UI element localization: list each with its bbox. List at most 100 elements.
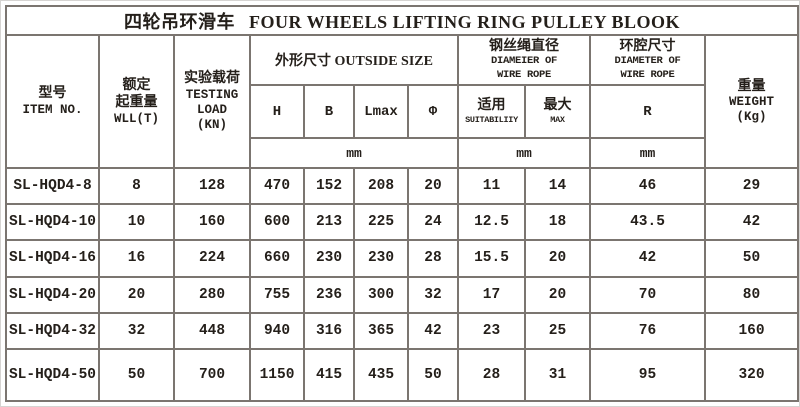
col-header-suitable: 适用 SUITABILIIY bbox=[457, 84, 526, 139]
cell-h: 940 bbox=[249, 311, 305, 350]
col-header-b: B bbox=[303, 84, 355, 139]
cell-item: SL-HQD4-32 bbox=[5, 311, 100, 350]
header-row-units: mm mm mm bbox=[6, 137, 798, 169]
col-group-ring-diameter: 环腔尺寸 DIAMETER OF WIRE ROPE bbox=[589, 34, 706, 86]
cell-h: 1150 bbox=[249, 347, 305, 403]
cell-lmax: 230 bbox=[353, 239, 409, 278]
cell-testing: 224 bbox=[173, 239, 251, 278]
cell-wll: 50 bbox=[98, 347, 175, 403]
table-row: SL-HQD4-50 50 700 1150 415 435 50 28 31 … bbox=[5, 347, 799, 403]
table-row: SL-HQD4-16 16 224 660 230 230 28 15.5 20… bbox=[5, 239, 799, 278]
cell-suitable: 15.5 bbox=[457, 239, 526, 278]
cell-max: 25 bbox=[524, 311, 591, 350]
cell-max: 20 bbox=[524, 239, 591, 278]
cell-lmax: 300 bbox=[353, 275, 409, 314]
header-row-groups: 型号 ITEM NO. 额定 起重量 WLL(T) 实验载荷 TESTING L… bbox=[5, 34, 799, 169]
weight-en: WEIGHT bbox=[728, 95, 774, 110]
col-header-max: 最大 MAX bbox=[524, 84, 591, 139]
wll-zh-1: 额定 bbox=[122, 77, 151, 93]
cell-item: SL-HQD4-20 bbox=[5, 275, 100, 314]
cell-b: 213 bbox=[303, 203, 355, 242]
cell-phi: 20 bbox=[407, 166, 459, 206]
wire-rope-en-1: DIAMEIER OF bbox=[490, 55, 557, 68]
ring-diameter-zh: 环腔尺寸 bbox=[619, 38, 676, 54]
cell-item: SL-HQD4-16 bbox=[5, 239, 100, 278]
cell-suitable: 28 bbox=[457, 347, 526, 403]
cell-phi: 28 bbox=[407, 239, 459, 278]
wll-zh-2: 起重量 bbox=[115, 95, 158, 110]
cell-suitable: 23 bbox=[457, 311, 526, 350]
col-header-h: H bbox=[249, 84, 305, 139]
cell-suitable: 12.5 bbox=[457, 203, 526, 242]
ring-diameter-en-1: DIAMETER OF bbox=[614, 55, 681, 68]
cell-b: 230 bbox=[303, 239, 355, 278]
cell-suitable: 11 bbox=[457, 166, 526, 206]
cell-max: 20 bbox=[524, 275, 591, 314]
col-header-phi: Φ bbox=[407, 84, 459, 139]
col-header-lmax: Lmax bbox=[353, 84, 409, 139]
unit-outside-mm: mm bbox=[249, 137, 459, 169]
cell-r: 70 bbox=[589, 275, 706, 314]
cell-b: 152 bbox=[303, 166, 355, 206]
item-no-en: ITEM NO. bbox=[22, 102, 83, 117]
item-no-zh: 型号 bbox=[38, 86, 67, 102]
table-row: SL-HQD4-10 10 160 600 213 225 24 12.5 18… bbox=[5, 203, 799, 242]
cell-weight: 42 bbox=[704, 203, 799, 242]
page-title-en: FOUR WHEELS LIFTING RING PULLEY BLOOK bbox=[248, 11, 681, 32]
cell-h: 660 bbox=[249, 239, 305, 278]
cell-lmax: 365 bbox=[353, 311, 409, 350]
page-title: 四轮吊环滑车 FOUR WHEELS LIFTING RING PULLEY BL… bbox=[5, 5, 799, 36]
ring-diameter-en-2: WIRE ROPE bbox=[620, 68, 675, 81]
cell-phi: 32 bbox=[407, 275, 459, 314]
cell-lmax: 225 bbox=[353, 203, 409, 242]
table-row: SL-HQD4-32 32 448 940 316 365 42 23 25 7… bbox=[5, 311, 799, 350]
suitable-zh: 适用 bbox=[477, 98, 506, 114]
cell-wll: 8 bbox=[98, 166, 175, 206]
cell-lmax: 435 bbox=[353, 347, 409, 403]
spec-table: 四轮吊环滑车 FOUR WHEELS LIFTING RING PULLEY BL… bbox=[5, 5, 799, 403]
wll-en: WLL(T) bbox=[113, 111, 159, 126]
cell-r: 42 bbox=[589, 239, 706, 278]
weight-zh: 重量 bbox=[737, 78, 766, 94]
cell-b: 236 bbox=[303, 275, 355, 314]
outside-size-label: 外形尺寸 OUTSIDE SIZE bbox=[275, 54, 433, 69]
cell-wll: 32 bbox=[98, 311, 175, 350]
cell-testing: 700 bbox=[173, 347, 251, 403]
testing-load-zh: 实验载荷 bbox=[184, 71, 240, 87]
col-header-weight: 重量 WEIGHT (Kg) bbox=[704, 34, 799, 169]
cell-phi: 50 bbox=[407, 347, 459, 403]
cell-item: SL-HQD4-50 bbox=[5, 347, 100, 403]
col-header-testing-load: 实验载荷 TESTING LOAD (KN) bbox=[173, 34, 251, 169]
header-row-dims: H B Lmax Φ 适用 SUITABILIIY 最大 MAX R bbox=[6, 84, 798, 139]
title-row: 四轮吊环滑车 FOUR WHEELS LIFTING RING PULLEY BL… bbox=[5, 5, 799, 36]
cell-weight: 80 bbox=[704, 275, 799, 314]
cell-weight: 160 bbox=[704, 311, 799, 350]
col-header-item-no: 型号 ITEM NO. bbox=[5, 34, 100, 169]
cell-max: 18 bbox=[524, 203, 591, 242]
cell-weight: 320 bbox=[704, 347, 799, 403]
wire-rope-en-2: WIRE ROPE bbox=[496, 68, 551, 81]
cell-wll: 16 bbox=[98, 239, 175, 278]
cell-b: 316 bbox=[303, 311, 355, 350]
col-header-wll: 额定 起重量 WLL(T) bbox=[98, 34, 175, 169]
suitable-en: SUITABILIIY bbox=[465, 114, 518, 125]
cell-weight: 29 bbox=[704, 166, 799, 206]
cell-h: 600 bbox=[249, 203, 305, 242]
cell-h: 470 bbox=[249, 166, 305, 206]
cell-item: SL-HQD4-10 bbox=[5, 203, 100, 242]
cell-r: 76 bbox=[589, 311, 706, 350]
cell-r: 43.5 bbox=[589, 203, 706, 242]
cell-testing: 448 bbox=[173, 311, 251, 350]
cell-testing: 280 bbox=[173, 275, 251, 314]
cell-item: SL-HQD4-8 bbox=[5, 166, 100, 206]
cell-max: 14 bbox=[524, 166, 591, 206]
cell-r: 95 bbox=[589, 347, 706, 403]
table-row: SL-HQD4-20 20 280 755 236 300 32 17 20 7… bbox=[5, 275, 799, 314]
col-header-r: R bbox=[589, 84, 706, 139]
cell-weight: 50 bbox=[704, 239, 799, 278]
unit-ring-mm: mm bbox=[589, 137, 706, 169]
cell-h: 755 bbox=[249, 275, 305, 314]
testing-load-en-2: LOAD bbox=[196, 102, 227, 117]
cell-suitable: 17 bbox=[457, 275, 526, 314]
table-row: SL-HQD4-8 8 128 470 152 208 20 11 14 46 … bbox=[5, 166, 799, 206]
